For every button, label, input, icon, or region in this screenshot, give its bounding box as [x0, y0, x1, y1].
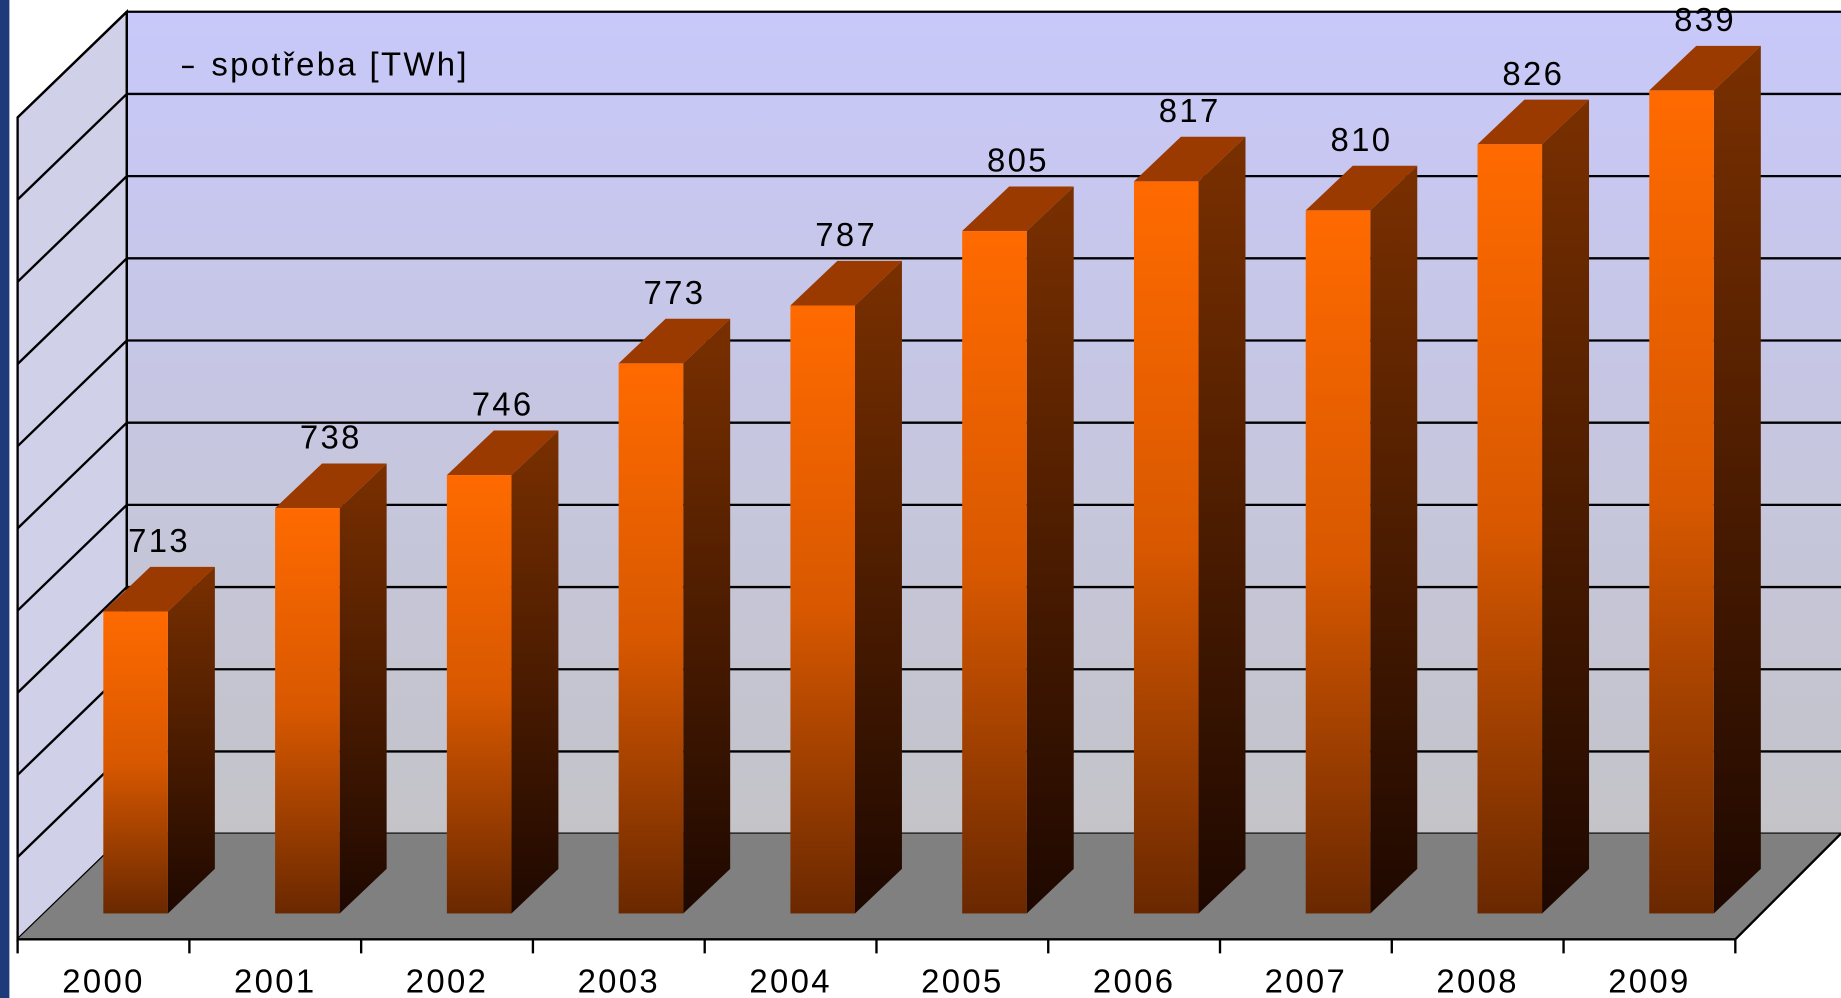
x-tick-label: 2002: [406, 963, 488, 998]
bar-side: [1198, 136, 1246, 914]
bar-top: [1133, 136, 1246, 182]
bar: [962, 231, 1027, 914]
x-tick-label: 2007: [1265, 963, 1347, 998]
bar: [1133, 181, 1199, 914]
bar-top: [1649, 45, 1761, 91]
bar-side: [1026, 186, 1074, 914]
value-label: 805: [987, 142, 1049, 179]
side-grid-line: [16, 175, 128, 283]
bar: [1649, 90, 1714, 914]
x-tick-label: 2004: [749, 963, 832, 998]
bar: [275, 508, 340, 914]
bar-side: [339, 463, 387, 914]
value-label: 746: [472, 386, 534, 423]
side-grid-line: [16, 10, 128, 119]
value-label: 738: [300, 419, 362, 456]
side-grid-line: [16, 257, 128, 365]
bar-top: [1477, 99, 1590, 145]
side-grid-line: [16, 93, 128, 201]
x-tick-label: 2003: [578, 963, 660, 998]
value-label: 839: [1674, 1, 1736, 38]
bar-side: [854, 260, 902, 914]
x-tick-label: 2008: [1436, 963, 1519, 998]
x-tick-label: 2009: [1608, 963, 1690, 998]
bar-side: [1370, 165, 1418, 914]
value-label: 773: [643, 274, 705, 311]
side-grid-line: [16, 504, 128, 612]
bar-top: [275, 463, 387, 509]
bar-side: [167, 566, 215, 914]
value-label: 817: [1159, 92, 1221, 129]
bar-side: [1542, 99, 1590, 914]
bar-top: [103, 566, 215, 612]
side-grid-line: [16, 421, 128, 530]
value-label: 787: [815, 216, 877, 253]
side-grid-line: [16, 339, 128, 448]
value-label: 810: [1331, 121, 1393, 158]
bar-side: [683, 318, 731, 914]
bar: [790, 305, 855, 914]
x-tick-label: 2001: [234, 963, 316, 998]
side-grid-line: [16, 586, 128, 694]
value-label: 713: [128, 522, 190, 559]
bar: [1477, 144, 1543, 914]
bar: [446, 475, 512, 914]
bar-top: [446, 430, 559, 476]
legend-label: spotřeba [TWh]: [211, 46, 469, 83]
x-tick-label: 2006: [1093, 963, 1176, 998]
bar-top: [1305, 165, 1418, 211]
bar-side: [1713, 45, 1761, 914]
bar: [618, 363, 684, 914]
floor-edge: [1734, 832, 1841, 941]
x-tick-label: 2000: [62, 963, 145, 998]
bar-top: [790, 260, 902, 306]
bar-top: [618, 318, 731, 364]
x-tick-label: 2005: [921, 963, 1004, 998]
bar: [1305, 210, 1371, 914]
bar-side: [511, 430, 559, 914]
bar: [103, 611, 168, 914]
bar-top: [962, 186, 1074, 232]
value-label: 826: [1502, 55, 1564, 92]
